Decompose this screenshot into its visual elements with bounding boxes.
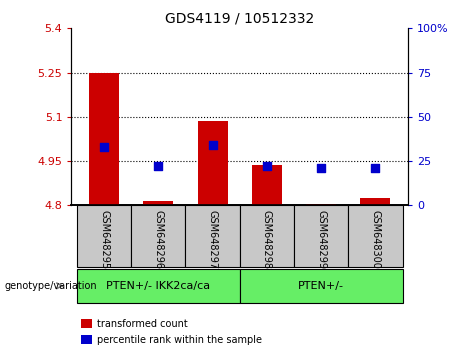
Bar xyxy=(131,205,185,267)
Text: PTEN+/-: PTEN+/- xyxy=(298,281,344,291)
Point xyxy=(372,165,379,171)
Text: PTEN+/- IKK2ca/ca: PTEN+/- IKK2ca/ca xyxy=(106,281,210,291)
Bar xyxy=(240,269,402,303)
Text: GSM648298: GSM648298 xyxy=(262,210,272,269)
Bar xyxy=(348,205,402,267)
Bar xyxy=(77,205,131,267)
Point xyxy=(263,164,271,169)
Bar xyxy=(361,198,390,205)
Point xyxy=(318,165,325,171)
Text: GSM648297: GSM648297 xyxy=(207,210,218,269)
Text: transformed count: transformed count xyxy=(97,319,188,329)
Bar xyxy=(294,205,348,267)
Bar xyxy=(89,73,119,205)
Text: GSM648300: GSM648300 xyxy=(371,210,380,269)
Bar xyxy=(77,269,240,303)
Point xyxy=(154,164,162,169)
Point xyxy=(209,142,216,148)
Text: GSM648299: GSM648299 xyxy=(316,210,326,269)
Point xyxy=(100,144,108,150)
Text: GSM648295: GSM648295 xyxy=(99,210,109,269)
Text: genotype/variation: genotype/variation xyxy=(5,281,97,291)
Bar xyxy=(240,205,294,267)
Bar xyxy=(252,165,282,205)
Bar xyxy=(185,205,240,267)
Bar xyxy=(306,204,336,205)
Bar xyxy=(143,201,173,205)
Bar xyxy=(198,121,228,205)
Text: GSM648296: GSM648296 xyxy=(154,210,163,269)
Text: percentile rank within the sample: percentile rank within the sample xyxy=(97,335,262,345)
Title: GDS4119 / 10512332: GDS4119 / 10512332 xyxy=(165,12,314,26)
